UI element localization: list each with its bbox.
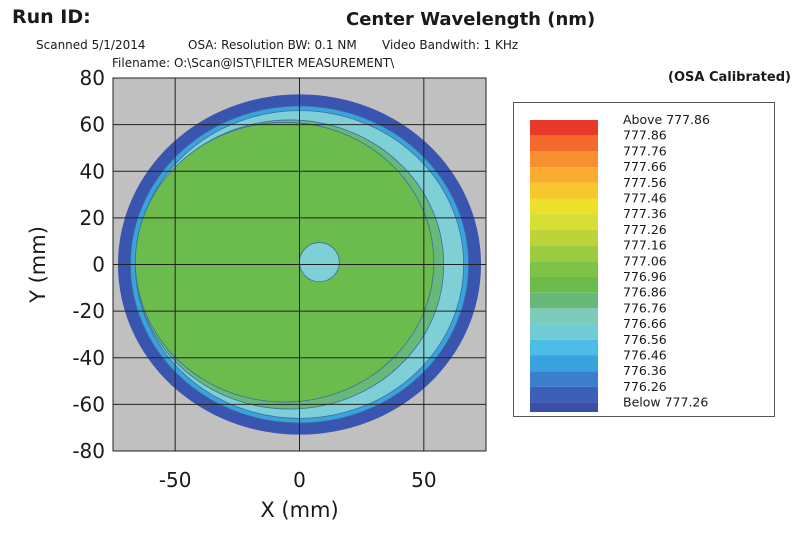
colorbar-label: Above 777.86 (623, 112, 710, 127)
colorbar-swatch (530, 339, 598, 356)
x-tick-label: -50 (159, 468, 192, 492)
filename: Filename: O:\Scan@IST\FILTER MEASUREMENT… (112, 56, 395, 70)
y-tick-label: 60 (80, 113, 105, 137)
colorbar-swatch (530, 151, 598, 168)
colorbar-label: 776.96 (623, 269, 667, 284)
colorbar-swatch (530, 292, 598, 309)
colorbar-swatch (530, 214, 598, 230)
y-tick-label: 20 (80, 206, 105, 230)
y-tick-label: 80 (80, 66, 105, 90)
y-tick-label: -20 (72, 299, 105, 323)
calibration-note: (OSA Calibrated) (668, 70, 791, 85)
video-bandwidth: Video Bandwith: 1 KHz (382, 38, 519, 52)
colorbar-label: 776.66 (623, 316, 667, 331)
colorbar-label: 777.66 (623, 159, 667, 174)
colorbar-swatch (530, 167, 598, 183)
colorbar-swatch (530, 402, 598, 413)
run-id-label: Run ID: (12, 6, 91, 28)
colorbar-swatch (530, 135, 598, 152)
x-axis-label: X (mm) (260, 498, 338, 522)
colorbar-label: 777.16 (623, 238, 667, 253)
colorbar-label: Below 777.26 (623, 395, 708, 410)
colorbar-label: 776.26 (623, 379, 667, 394)
y-tick-label: -80 (72, 439, 105, 463)
colorbar-label: 777.56 (623, 175, 667, 190)
y-tick-label: -40 (72, 346, 105, 370)
y-tick-label: -60 (72, 392, 105, 416)
scanned-date: Scanned 5/1/2014 (36, 38, 146, 52)
y-axis-label: Y (mm) (26, 226, 50, 304)
colorbar-swatch (530, 355, 598, 372)
colorbar-label: 776.56 (623, 332, 667, 347)
colorbar-label: 777.26 (623, 222, 667, 237)
colorbar-label: 777.86 (623, 128, 667, 143)
colorbar-swatch (530, 182, 598, 199)
y-tick-label: 40 (80, 159, 105, 183)
colorbar-label: 776.36 (623, 363, 667, 378)
colorbar-label: 777.76 (623, 143, 667, 158)
colorbar-label: 776.86 (623, 285, 667, 300)
colorbar-swatch (530, 371, 598, 387)
colorbar-label: 777.46 (623, 191, 667, 206)
colorbar-swatch (530, 120, 598, 136)
colorbar-label: 777.36 (623, 206, 667, 221)
colorbar-swatch (530, 229, 598, 246)
colorbar-swatch (530, 324, 598, 340)
colorbar-label: 776.76 (623, 300, 667, 315)
osa-resolution: OSA: Resolution BW: 0.1 NM (188, 38, 357, 52)
colorbar-label: 776.46 (623, 348, 667, 363)
colorbar-swatch (530, 245, 598, 262)
colorbar-label: 777.06 (623, 253, 667, 268)
colorbar-swatch (530, 308, 598, 325)
colorbar-swatch (530, 198, 598, 215)
chart-title: Center Wavelength (nm) (346, 9, 596, 30)
colorbar-swatch (530, 386, 598, 403)
center-spot-region (299, 242, 340, 283)
contour-region-4 (134, 121, 435, 403)
y-tick-label: 0 (92, 253, 105, 277)
x-tick-label: 50 (411, 468, 436, 492)
plot-frame (112, 77, 487, 452)
colorbar-swatch (530, 277, 598, 293)
x-tick-label: 0 (293, 468, 306, 492)
colorbar-swatch (530, 261, 598, 277)
